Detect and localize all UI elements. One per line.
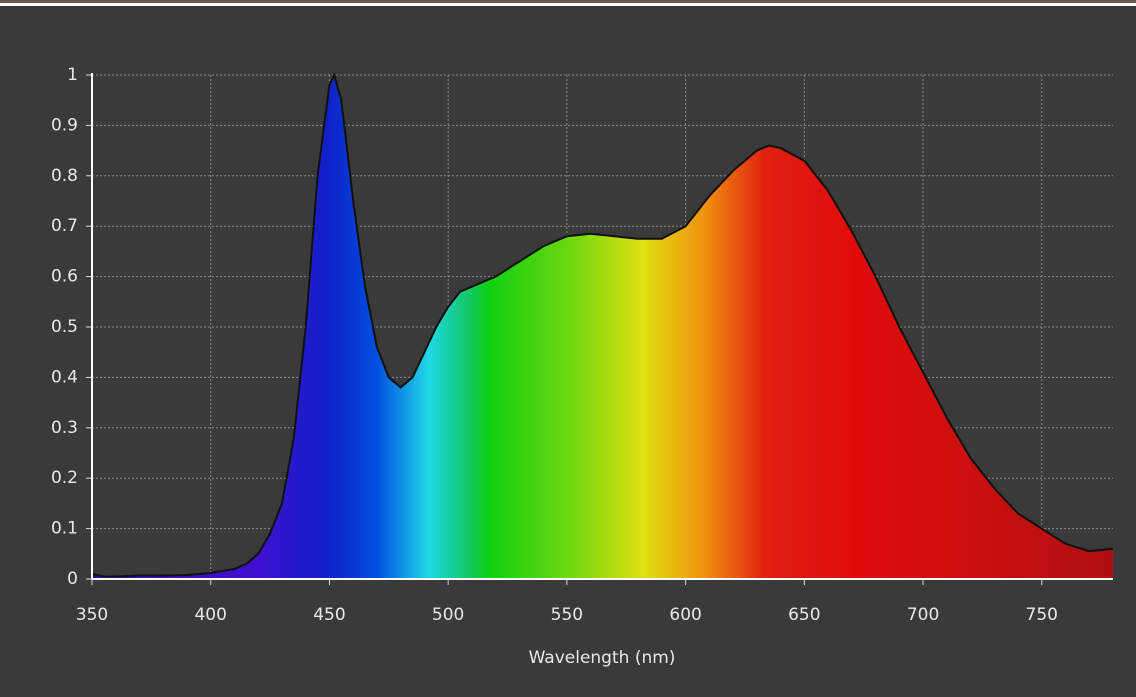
y-tick-label: 0.3 [51, 418, 78, 438]
x-tick-label: 500 [432, 605, 464, 625]
y-tick-label: 0.9 [51, 115, 78, 135]
x-tick-label: 450 [313, 605, 345, 625]
x-tick-label: 750 [1026, 605, 1058, 625]
y-tick-label: 0.2 [51, 468, 78, 488]
x-tick-label: 400 [194, 605, 226, 625]
top-border [0, 3, 1136, 6]
x-tick-label: 600 [669, 605, 701, 625]
y-tick-label: 0.4 [51, 367, 78, 387]
spectrum-line [91, 72, 1114, 578]
x-tick-label: 350 [76, 605, 108, 625]
y-tick-label: 0.6 [51, 267, 78, 287]
x-axis-label: Wavelength (nm) [529, 648, 676, 668]
top-strip [0, 0, 1136, 3]
y-tick-label: 0.5 [51, 317, 78, 337]
spectrum-area [92, 75, 1113, 579]
x-tick-label: 550 [551, 605, 583, 625]
x-tick-label: 650 [788, 605, 820, 625]
y-tick-label: 0.7 [51, 216, 78, 236]
y-tick-label: 0 [67, 569, 78, 589]
y-tick-label: 1 [67, 65, 78, 85]
x-tick-label: 700 [907, 605, 939, 625]
y-tick-label: 0.8 [51, 166, 78, 186]
y-tick-label: 0.1 [51, 519, 78, 539]
